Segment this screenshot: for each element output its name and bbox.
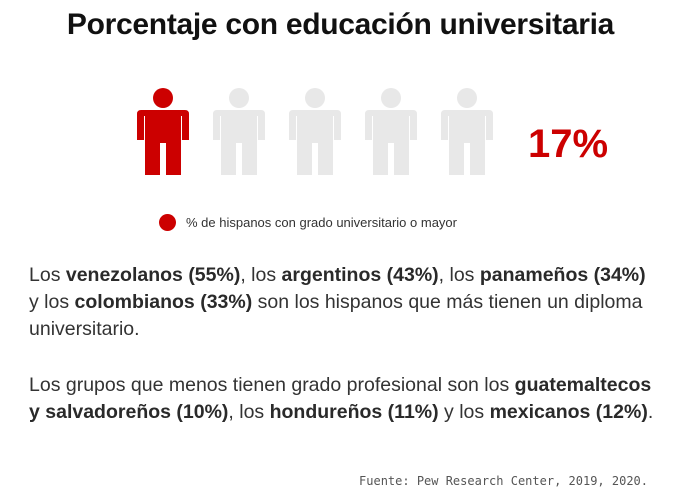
person-icon-empty <box>365 88 417 175</box>
percentage-value: 17% <box>528 122 609 166</box>
highlight-colombianos: colombianos (33%) <box>74 291 253 313</box>
highlight-venezolanos: venezolanos (55%) <box>65 264 241 286</box>
paragraph-least-educated: Los grupos que menos tienen grado profes… <box>29 372 659 426</box>
chart-title: Porcentaje con educación universitaria <box>66 8 615 41</box>
highlight-guatemaltecos-salvadorenos: guatemaltecos y salvadoreños (10%) <box>29 374 652 423</box>
legend: % de hispanos con grado universitario o … <box>159 212 457 232</box>
highlight-argentinos: argentinos (43%) <box>281 264 439 286</box>
paragraph-most-educated: Los venezolanos (55%), los argentinos (4… <box>29 262 659 343</box>
text-span: y los <box>29 291 75 313</box>
text-span: y los <box>438 401 490 423</box>
person-icon-filled <box>137 88 189 175</box>
text-span: Los <box>29 264 66 286</box>
highlight-hondurenos: hondureños (11%) <box>269 401 439 423</box>
person-icon-empty <box>289 88 341 175</box>
highlight-mexicanos: mexicanos (12%) <box>489 401 648 423</box>
text-span: son los hispanos que más tienen un diplo… <box>29 291 643 340</box>
text-span: , los <box>438 264 480 286</box>
text-span: Los grupos que menos tienen grado profes… <box>29 374 515 396</box>
text-span: , los <box>240 264 282 286</box>
person-icon-empty <box>213 88 265 175</box>
text-span: , los <box>228 401 270 423</box>
highlight-panamenos: panameños (34%) <box>479 264 646 286</box>
legend-label: % de hispanos con grado universitario o … <box>186 214 457 230</box>
legend-swatch <box>159 213 176 231</box>
source-note: Fuente: Pew Research Center, 2019, 2020. <box>359 474 648 488</box>
person-icon-empty <box>441 88 493 175</box>
pictogram <box>137 88 493 175</box>
text-span: . <box>647 401 654 423</box>
